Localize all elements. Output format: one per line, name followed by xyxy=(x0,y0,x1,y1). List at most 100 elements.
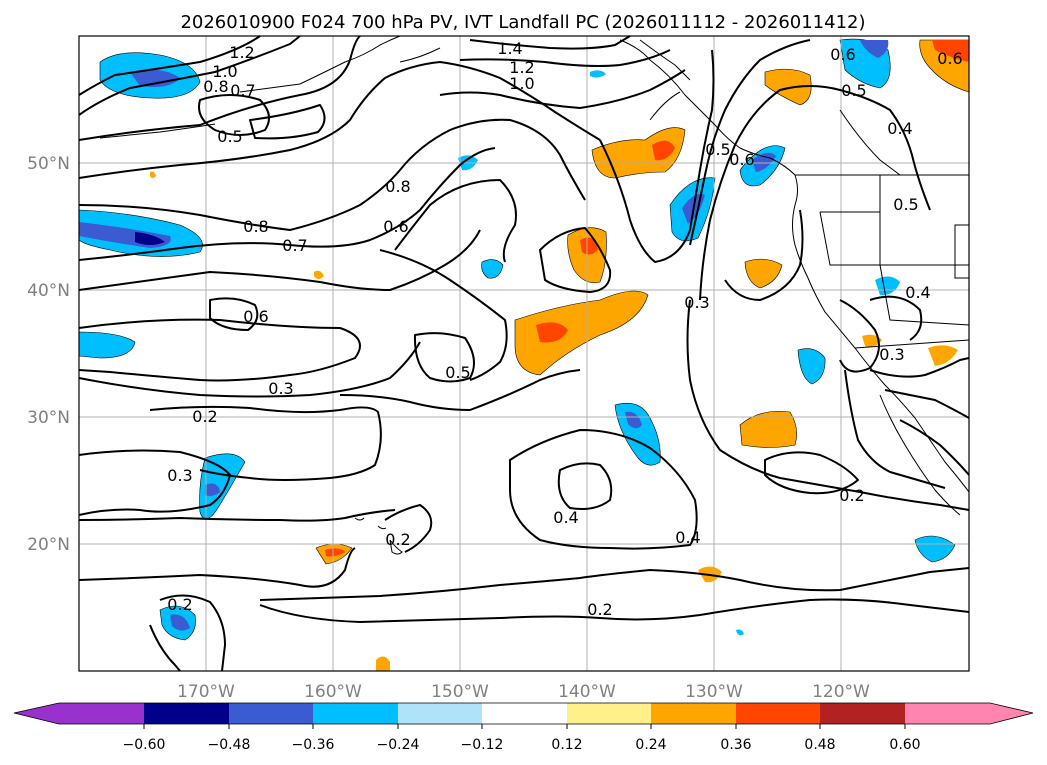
contour-line xyxy=(509,429,698,550)
shade-patch xyxy=(590,70,606,78)
positive-anomaly-patches xyxy=(150,39,970,671)
colorbar-tick-label: −0.24 xyxy=(377,737,420,753)
contour-label: 0.5 xyxy=(217,127,242,146)
shade-patch xyxy=(150,171,156,178)
map-frame xyxy=(78,35,970,672)
graticule xyxy=(79,36,969,671)
contour-line xyxy=(557,462,613,510)
colorbar-segment xyxy=(567,703,651,724)
contour-line xyxy=(78,35,361,141)
contour-line xyxy=(159,594,226,672)
baja-coast xyxy=(879,394,961,516)
contour-line xyxy=(724,209,804,301)
latitude-labels: 50°N 40°N 30°N 20°N xyxy=(27,154,70,555)
contour-line xyxy=(459,49,671,67)
contour-line xyxy=(249,104,326,140)
contour-line xyxy=(198,94,270,136)
contour-line xyxy=(413,332,475,383)
shade-patch xyxy=(536,322,568,343)
contour-line xyxy=(844,369,946,489)
colorbar-ticks xyxy=(143,724,906,729)
contour-line xyxy=(839,299,880,373)
pv-contours xyxy=(78,35,970,672)
contour-label: 0.2 xyxy=(385,530,410,549)
lon-label-120w: 120°W xyxy=(812,682,870,702)
shade-patch xyxy=(580,237,598,255)
shade-patch xyxy=(205,483,220,496)
west-coast xyxy=(619,39,970,493)
contour-label: 1.0 xyxy=(212,62,237,81)
shade-patch xyxy=(376,656,390,671)
colorbar-segment xyxy=(651,703,736,724)
lat-label-40n: 40°N xyxy=(27,281,70,301)
colorbar-tick-label: −0.12 xyxy=(461,737,504,753)
lon-label-150w: 150°W xyxy=(431,682,489,702)
colorbar: −0.60 −0.48 −0.36 −0.24 −0.12 0.12 0.24 … xyxy=(13,702,1034,753)
aleutian-islands xyxy=(99,123,216,139)
lon-label-140w: 140°W xyxy=(558,682,616,702)
contour-label: 0.4 xyxy=(675,528,700,547)
contour-line xyxy=(78,449,231,516)
contour-label: 0.8 xyxy=(243,217,268,236)
contour-line xyxy=(686,299,970,511)
colorbar-over-arrow xyxy=(990,703,1033,724)
contour-label: 0.3 xyxy=(879,345,904,364)
shade-patch xyxy=(739,411,797,448)
map-panel: 1.2 1.0 0.8 0.7 0.5 1.4 1.2 1.0 0.8 0.6 … xyxy=(78,35,970,672)
contour-line xyxy=(699,85,931,301)
contour-label: 0.2 xyxy=(839,486,864,505)
shade-patch xyxy=(514,290,649,376)
colorbar-segment xyxy=(736,703,820,724)
shade-patch xyxy=(928,345,958,366)
contour-label: 0.3 xyxy=(167,466,192,485)
shade-patch xyxy=(199,453,246,520)
contour-label: 0.6 xyxy=(383,217,408,236)
contour-line xyxy=(384,504,433,553)
shade-patch xyxy=(652,140,675,161)
contour-label: 0.2 xyxy=(192,407,217,426)
shade-patch xyxy=(860,40,889,58)
shade-patch xyxy=(625,411,642,429)
contour-line xyxy=(78,35,301,116)
colorbar-under-arrow xyxy=(14,703,59,724)
contour-label: 0.6 xyxy=(937,49,962,68)
map-title: 2026010900 F024 700 hPa PV, IVT Landfall… xyxy=(180,12,865,33)
contour-label: 0.4 xyxy=(887,119,912,138)
shade-patch xyxy=(325,548,345,557)
lon-label-130w: 130°W xyxy=(685,682,743,702)
contour-labels: 1.2 1.0 0.8 0.7 0.5 1.4 1.2 1.0 0.8 0.6 … xyxy=(167,39,962,619)
colorbar-segment xyxy=(313,703,398,724)
contour-line xyxy=(689,39,811,246)
contour-label: 0.5 xyxy=(445,363,470,382)
colorbar-tick-label: −0.60 xyxy=(123,737,166,753)
shade-patch xyxy=(481,259,504,279)
shade-patch xyxy=(78,331,136,359)
contour-line xyxy=(599,49,715,263)
contour-label: 1.2 xyxy=(509,58,534,77)
colorbar-tick-label: −0.48 xyxy=(208,737,251,753)
contour-line xyxy=(78,318,361,382)
colorbar-tick-labels: −0.60 −0.48 −0.36 −0.24 −0.12 0.12 0.24 … xyxy=(123,737,921,753)
coastlines xyxy=(99,35,970,555)
contour-line xyxy=(869,295,923,341)
colorbar-tick-label: 0.24 xyxy=(635,737,666,753)
colorbar-tick-label: 0.12 xyxy=(551,737,582,753)
lon-label-160w: 160°W xyxy=(304,682,362,702)
lat-label-20n: 20°N xyxy=(27,535,70,555)
contour-line xyxy=(259,598,970,623)
longitude-labels: 170°W 160°W 150°W 140°W 130°W 120°W xyxy=(177,682,870,702)
colorbar-tick-label: −0.36 xyxy=(292,737,335,753)
contour-line xyxy=(339,369,581,411)
colorbar-tick-label: 0.48 xyxy=(804,737,835,753)
shade-patch xyxy=(135,232,165,245)
lon-label-170w: 170°W xyxy=(177,682,235,702)
colorbar-segment xyxy=(229,703,313,724)
contour-label: 1.2 xyxy=(229,43,254,62)
contour-label: 0.8 xyxy=(385,177,410,196)
shade-patch xyxy=(797,348,826,385)
colorbar-segment xyxy=(482,703,567,724)
contour-line xyxy=(884,389,970,419)
contour-line xyxy=(394,179,517,263)
contour-line xyxy=(764,451,859,495)
contour-line xyxy=(78,147,496,261)
